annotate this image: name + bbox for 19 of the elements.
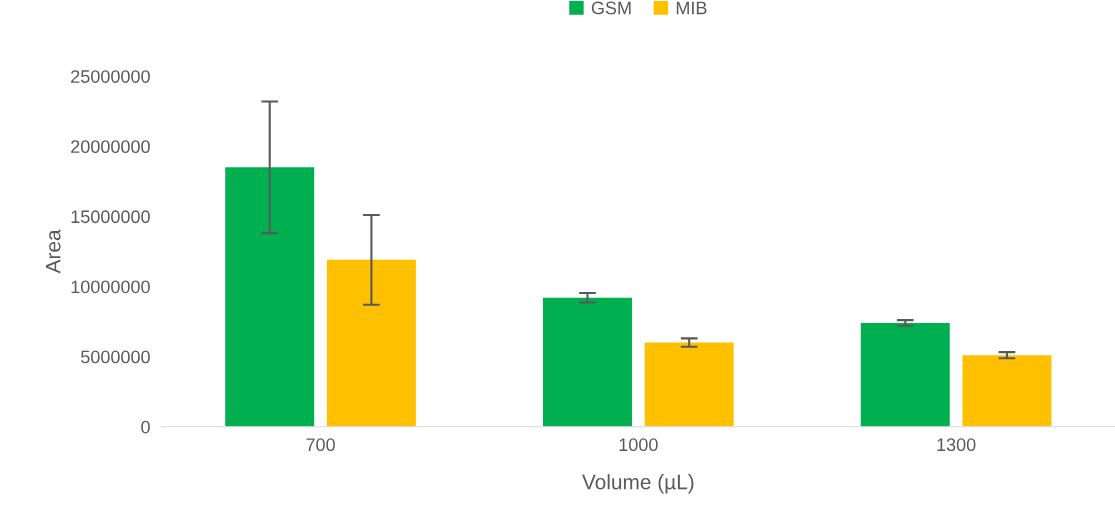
- x-tick-label: 1300: [937, 438, 976, 452]
- y-tick-label: 20000000: [71, 140, 150, 154]
- x-axis-title: Volume (µL): [582, 474, 694, 494]
- y-tick-label: 15000000: [71, 210, 150, 224]
- bar: [326, 259, 416, 427]
- bar: [543, 297, 632, 427]
- x-tick-label: 700: [306, 438, 335, 452]
- legend-label: GSM: [591, 1, 631, 15]
- y-axis-title: Area: [46, 229, 61, 274]
- bar: [962, 355, 1052, 427]
- bar: [860, 322, 950, 427]
- y-tick-label: 10000000: [71, 280, 150, 294]
- x-tick-label: 1000: [619, 438, 658, 452]
- bar: [225, 167, 315, 427]
- legend-label: MIB: [676, 1, 707, 15]
- y-tick-label: 0: [141, 420, 150, 434]
- y-tick-label: 5000000: [81, 350, 150, 364]
- y-tick-label: 25000000: [71, 70, 150, 83]
- bar: [644, 342, 734, 427]
